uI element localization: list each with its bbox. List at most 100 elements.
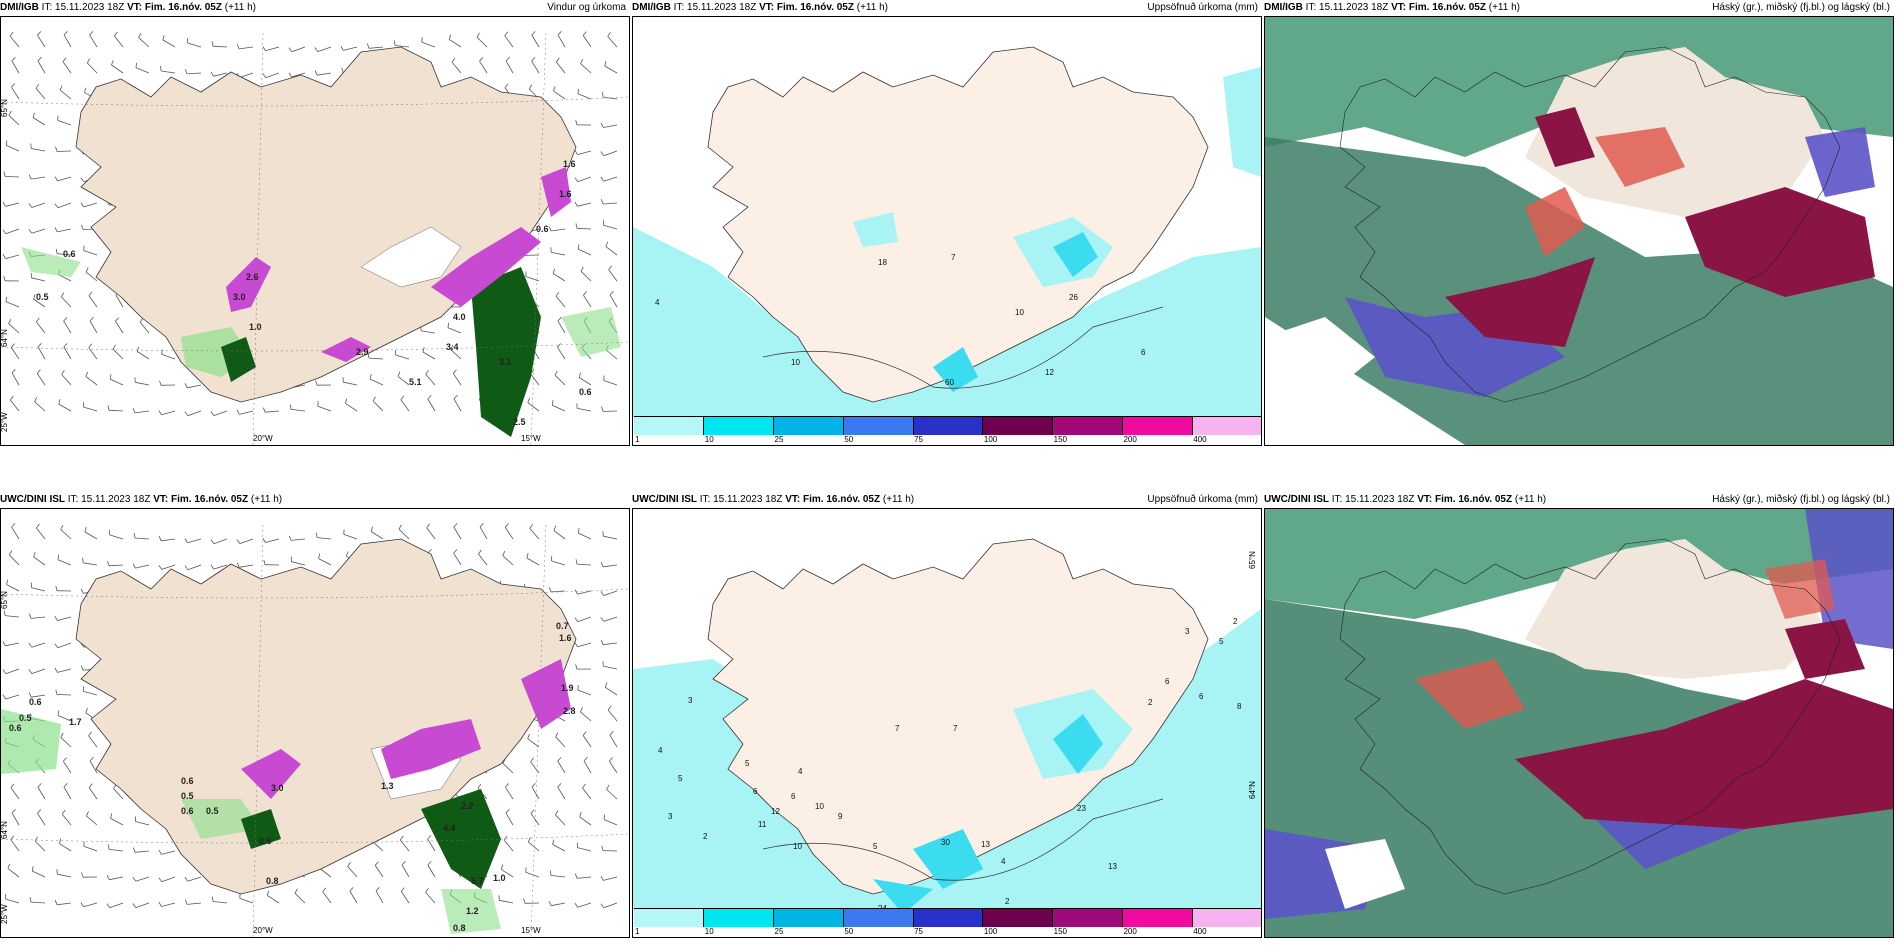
wind-barb-flag — [7, 863, 11, 869]
init-time: 15.11.2023 18Z — [55, 2, 125, 13]
wind-barb — [578, 248, 592, 256]
wind-barb-flag — [504, 523, 509, 528]
wind-barb-flag — [557, 783, 562, 788]
vt-label: VT: — [759, 2, 775, 13]
wind-barb — [161, 850, 176, 855]
wind-barb-flag — [54, 615, 58, 621]
wind-barb — [527, 402, 540, 412]
panel-dmi-accum-precip: DMI/IGB IT: 15.11.2023 18Z VT: Fim. 16.n… — [632, 0, 1262, 446]
wind-barb-flag — [28, 669, 33, 674]
wind-barb-flag — [369, 374, 372, 380]
wind-barb-flag — [80, 902, 84, 908]
precip-value: 0.5 — [19, 713, 32, 723]
accum-light-area — [633, 347, 693, 407]
wind-barb-flag — [111, 60, 114, 66]
wind-barb-flag — [578, 372, 581, 378]
wind-barb — [551, 252, 566, 256]
mid-cloud-area — [1805, 509, 1893, 649]
wind-barb-flag — [6, 579, 8, 585]
wind-barb-flag — [107, 405, 110, 411]
colorbar-label: 75 — [914, 927, 924, 936]
wind-barb — [213, 564, 228, 570]
wind-barb-flag — [10, 343, 15, 348]
wind-barb-flag — [427, 395, 432, 400]
wind-barb — [37, 812, 46, 826]
wind-barb-flag — [184, 538, 188, 543]
wind-barb — [138, 37, 150, 48]
wind-barb — [577, 902, 592, 908]
wind-barb — [4, 176, 20, 178]
lead-time: (+11 h) — [1488, 2, 1520, 13]
wind-barb — [89, 34, 98, 48]
wind-barb — [503, 839, 514, 852]
wind-barb-flag — [604, 682, 608, 688]
precip-value: 2.6 — [246, 272, 259, 282]
precip-value: 0.7 — [556, 621, 569, 631]
wind-barb-flag — [110, 813, 113, 819]
wind-barb-flag — [574, 177, 579, 183]
panel-header: UWC/DINI ISL IT: 15.11.2023 18Z VT: Fim.… — [0, 492, 630, 508]
wind-barb — [83, 902, 98, 908]
wind-barb — [525, 871, 540, 878]
wind-barb-flag — [28, 203, 33, 208]
wind-barb-flag — [262, 407, 266, 413]
wind-barb — [317, 72, 332, 76]
wind-barb-flag — [54, 227, 58, 233]
wind-barb-flag — [500, 864, 504, 870]
wind-barb — [5, 254, 20, 259]
wind-barb — [499, 899, 514, 904]
wind-barb-flag — [527, 397, 531, 403]
colorbar — [634, 908, 1261, 927]
wind-barb — [502, 763, 514, 774]
precip-value: 0.6 — [181, 776, 194, 786]
wind-precip-map: 65°N 64°N 25°W 20°W 15°W 0.6 0.5 0.6 1.7… — [1, 523, 629, 937]
wind-barb — [88, 295, 98, 308]
wind-barb-flag — [11, 523, 16, 528]
wind-barb — [266, 895, 280, 904]
wind-barb-flag — [600, 562, 604, 567]
wind-barb-flag — [577, 528, 580, 534]
panel-uwc-clouds: UWC/DINI ISL IT: 15.11.2023 18Z VT: Fim.… — [1264, 492, 1894, 938]
wind-barb — [37, 60, 46, 74]
wind-barb-flag — [453, 549, 458, 554]
wind-barb — [527, 738, 540, 748]
wind-barb — [447, 327, 462, 334]
wind-barb — [114, 35, 124, 48]
wind-barb — [551, 560, 566, 566]
accum-value: 10 — [815, 802, 824, 811]
wind-barb-flag — [31, 866, 34, 872]
wind-barb — [398, 528, 410, 540]
panel-header: UWC/DINI ISL IT: 15.11.2023 18Z VT: Fim.… — [632, 492, 1262, 508]
wind-barb — [89, 760, 98, 774]
wind-barb — [213, 538, 228, 545]
wind-barb — [83, 406, 98, 412]
wind-barb — [526, 557, 540, 566]
wind-barb — [108, 409, 124, 412]
panel-title: Háský (gr.), miðský (fj.bl.) og lágský (… — [1712, 494, 1890, 505]
wind-barb-flag — [132, 876, 137, 882]
wind-barb-flag — [447, 322, 449, 328]
wind-barb — [422, 351, 436, 360]
wind-barb-flag — [58, 399, 61, 405]
init-time: 15.11.2023 18Z — [81, 494, 151, 505]
wind-barb — [322, 891, 332, 904]
wind-barb — [400, 891, 410, 904]
map-frame: 4 10 18 7 10 26 12 6 60 1 10 25 50 75 100 150 2… — [632, 16, 1262, 446]
vt-label: VT: — [785, 494, 801, 505]
wind-barb-flag — [34, 397, 38, 402]
wind-barb — [580, 271, 592, 282]
it-label: IT: — [67, 494, 79, 505]
wind-barb-flag — [366, 43, 370, 49]
wind-barb — [186, 72, 202, 75]
accum-light-area — [633, 609, 1261, 909]
wind-barb-flag — [236, 539, 241, 544]
wind-barb-flag — [2, 229, 7, 235]
wind-barb-flag — [609, 731, 614, 736]
precip-value: 1.0 — [493, 873, 506, 883]
wind-barb — [83, 691, 98, 696]
wind-barb-flag — [2, 641, 6, 646]
wind-barb-flag — [400, 395, 405, 400]
wind-barb-flag — [60, 292, 65, 298]
wind-barb-flag — [35, 83, 40, 89]
wind-barb-flag — [479, 523, 484, 528]
